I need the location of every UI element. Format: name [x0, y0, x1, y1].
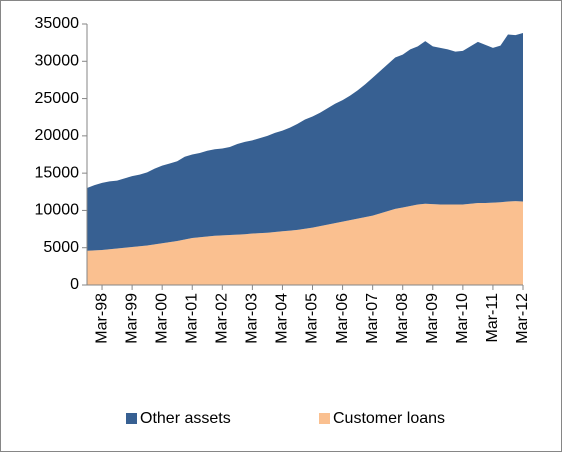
- y-tick-label: 25000: [35, 90, 80, 107]
- x-tick-label: Mar-11: [484, 293, 501, 343]
- x-tick-label: Mar-08: [394, 293, 411, 344]
- y-tick-label: 30000: [35, 53, 80, 70]
- x-tick-label: Mar-02: [214, 293, 231, 344]
- y-tick-label: 10000: [35, 202, 80, 219]
- y-tick-label: 20000: [35, 127, 80, 144]
- y-tick-label: 15000: [35, 164, 80, 181]
- x-tick-label: Mar-99: [123, 293, 140, 344]
- x-tick-label: Mar-04: [274, 293, 291, 344]
- legend-label: Other assets: [140, 410, 231, 427]
- y-tick-label: 5000: [43, 239, 79, 256]
- x-tick-label: Mar-09: [424, 293, 441, 344]
- y-tick-label: 35000: [35, 15, 80, 32]
- x-tick-label: Mar-07: [364, 293, 381, 344]
- legend-swatch: [126, 413, 137, 424]
- legend-label: Customer loans: [333, 410, 445, 427]
- x-tick-label: Mar-00: [153, 293, 170, 344]
- x-tick-label: Mar-05: [304, 293, 321, 344]
- x-tick-label: Mar-98: [93, 293, 110, 344]
- area: [87, 32, 523, 251]
- y-tick-label: 0: [70, 276, 79, 293]
- x-tick-label: Mar-01: [183, 293, 200, 344]
- x-tick-label: Mar-12: [514, 293, 531, 344]
- legend-swatch: [319, 413, 330, 424]
- x-tick-label: Mar-03: [244, 293, 261, 344]
- x-tick-label: Mar-10: [454, 293, 471, 344]
- area: [87, 201, 523, 285]
- x-tick-label: Mar-06: [334, 293, 351, 344]
